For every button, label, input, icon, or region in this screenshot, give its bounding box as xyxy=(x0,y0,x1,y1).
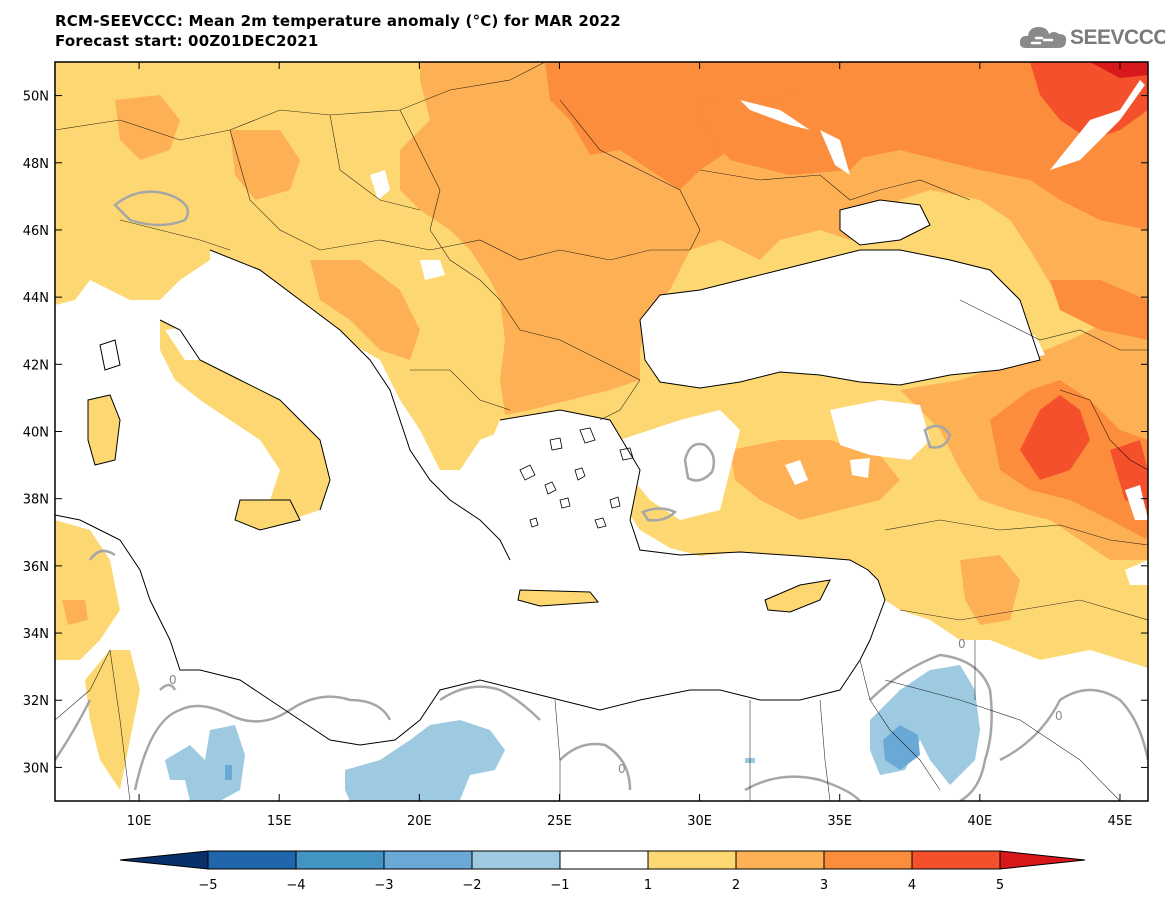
adriatic-sea xyxy=(210,250,390,400)
lat-tick-label: 50N xyxy=(23,90,49,105)
colorbar-swatch xyxy=(735,850,825,870)
colorbar-swatch xyxy=(295,850,385,870)
colorbar-tick-label: −5 xyxy=(198,878,217,893)
anomaly-fill-4-5-turkey xyxy=(1020,395,1090,480)
contour-label: 0 xyxy=(958,637,966,651)
white-hole-alps xyxy=(370,170,390,200)
colorbar-swatch xyxy=(207,850,297,870)
white-streak-2 xyxy=(1050,80,1145,170)
colorbar-swatch xyxy=(471,850,561,870)
anomaly-fill-1-2-lobe xyxy=(55,520,120,660)
lat-tick-label: 38N xyxy=(23,493,49,508)
lat-tick-label: 30N xyxy=(23,761,49,776)
coastlines xyxy=(55,199,1041,746)
anatolia-white-2 xyxy=(830,400,930,460)
country-borders xyxy=(55,62,1148,801)
anomaly-fill-3-4-east-north xyxy=(1050,280,1148,340)
lat-tick-label: 40N xyxy=(23,426,49,441)
zero-contours xyxy=(55,190,1148,801)
map-field xyxy=(55,62,1148,801)
anomaly-fill-1-2-crete xyxy=(518,590,598,606)
anomaly-fill-2-3-alps xyxy=(230,130,300,200)
lat-tick-label: 44N xyxy=(23,291,49,306)
anomaly-fill-2-3-syria xyxy=(960,555,1020,625)
colorbar-max-extension xyxy=(999,850,1086,870)
colorbar-swatch xyxy=(383,850,473,870)
lat-tick-label: 36N xyxy=(23,560,49,575)
lon-tick-label: 15E xyxy=(267,814,292,829)
lon-tick-label: 20E xyxy=(407,814,432,829)
anomaly-fill-2-3-balkan xyxy=(310,260,420,360)
lon-tick-label: 40E xyxy=(967,814,992,829)
colorbar-tick-label: −2 xyxy=(462,878,481,893)
colorbar-tick-label: 2 xyxy=(732,878,740,893)
anomaly-fill-neg-2-3-jordan xyxy=(883,725,920,770)
colorbar-tick-label: −4 xyxy=(286,878,305,893)
anomaly-fill-neg-1-2-libya xyxy=(345,720,505,801)
colorbar-swatch xyxy=(911,850,1001,870)
contour-label: 0 xyxy=(169,673,177,687)
black-sea xyxy=(640,250,1040,388)
anomaly-fill-2-3-west xyxy=(115,95,180,160)
white-hole-anatolia-4 xyxy=(850,458,870,478)
white-hole-caucasus xyxy=(1125,485,1148,520)
contour-label: 0 xyxy=(618,762,626,776)
colorbar-tick-label: 4 xyxy=(908,878,916,893)
map-title: RCM-SEEVCCC: Mean 2m temperature anomaly… xyxy=(55,12,621,30)
lon-tick-label: 30E xyxy=(687,814,712,829)
seevccc-logo: SEEVCCC xyxy=(1018,22,1165,54)
forecast-start-label: Forecast start: 00Z01DEC2021 xyxy=(55,32,319,50)
longitude-axis: 10E 15E 20E 25E 30E 35E 40E 45E xyxy=(127,62,1133,829)
white-hole-hungary xyxy=(165,325,230,360)
colorbar-min-extension xyxy=(119,850,209,870)
colorbar-tick-label: 5 xyxy=(996,878,1004,893)
colorbar-tick-label: 3 xyxy=(820,878,828,893)
anomaly-fill-2-3-west-africa xyxy=(62,600,88,625)
azov-sea xyxy=(840,200,930,245)
anomaly-fill-1-2-cyprus xyxy=(765,580,830,612)
colorbar-swatch xyxy=(823,850,913,870)
lat-tick-label: 32N xyxy=(23,694,49,709)
cloud-logo-icon xyxy=(1019,27,1067,48)
lat-tick-label: 48N xyxy=(23,157,49,172)
white-hole-5 xyxy=(1010,335,1045,360)
colorbar-tick-label: −1 xyxy=(550,878,569,893)
colorbar: −5 −4 −3 −2 −1 1 2 3 4 5 xyxy=(119,850,1086,893)
anomaly-fill-1-2-sardinia xyxy=(88,395,120,465)
lat-tick-label: 34N xyxy=(23,627,49,642)
lon-tick-label: 35E xyxy=(827,814,852,829)
contour-label: 0 xyxy=(1055,709,1063,723)
logo-text: SEEVCCC xyxy=(1070,26,1165,49)
latitude-axis: 50N 48N 46N 44N 42N 40N 38N 36N 34N 32N 30N xyxy=(23,90,1148,776)
central-anatolia-white xyxy=(620,410,740,520)
white-streak-3 xyxy=(820,130,850,175)
anomaly-fill-1-2-sicily xyxy=(235,500,300,530)
lat-tick-label: 42N xyxy=(23,358,49,373)
anomaly-fill-1-2-lobe-2 xyxy=(85,650,140,790)
greek-islands xyxy=(519,427,634,529)
white-hole-anatolia-3 xyxy=(785,460,808,485)
anomaly-fill-5-plus xyxy=(1090,62,1148,78)
lon-tick-label: 25E xyxy=(547,814,572,829)
colorbar-swatch xyxy=(647,850,737,870)
lat-tick-label: 46N xyxy=(23,224,49,239)
colorbar-swatch xyxy=(559,850,649,870)
white-hole-4 xyxy=(420,260,445,280)
white-streak-1 xyxy=(740,100,810,130)
anomaly-fill-neg-1-2-tunisia xyxy=(165,725,245,801)
colorbar-tick-label: −3 xyxy=(374,878,393,893)
anomaly-fill-1-2-italy xyxy=(160,320,330,520)
aegean-sea xyxy=(470,410,640,580)
lon-tick-label: 45E xyxy=(1108,814,1133,829)
anomaly-fill-neg-2-3-tunisia xyxy=(225,765,232,780)
colorbar-tick-label: 1 xyxy=(644,878,652,893)
lon-tick-label: 10E xyxy=(127,814,152,829)
